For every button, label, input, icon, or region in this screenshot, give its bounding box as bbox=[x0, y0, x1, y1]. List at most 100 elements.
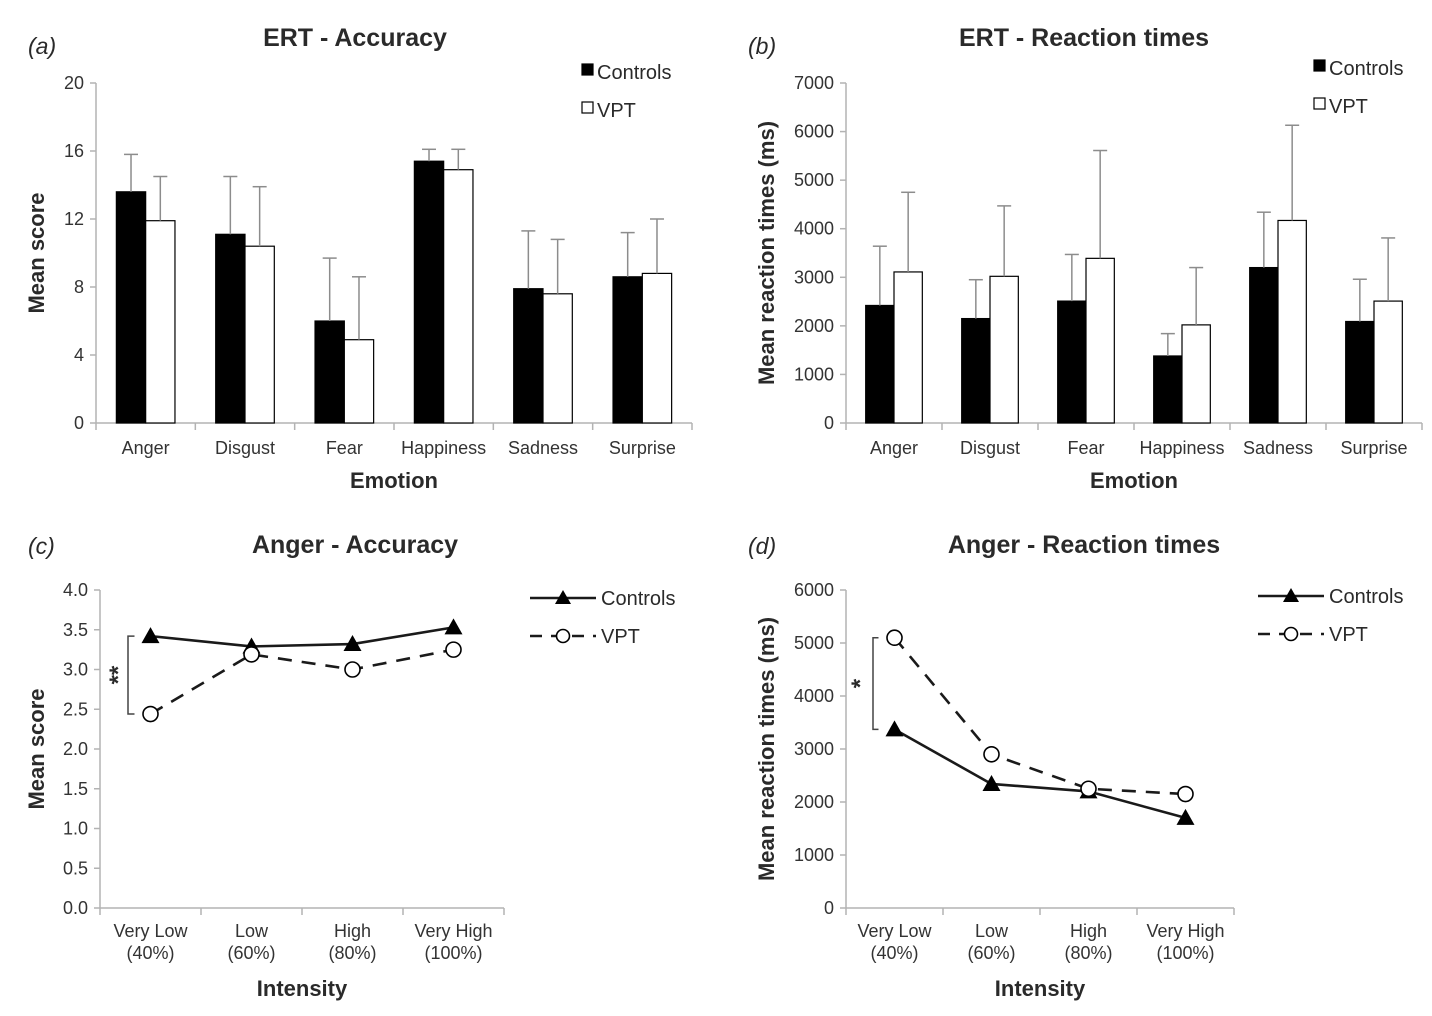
y-axis-label: Mean reaction times (ms) bbox=[754, 617, 779, 881]
chart-panel-d: (d) Anger - Reaction times 0 1000 2000 3000 40… bbox=[748, 531, 1403, 1001]
x-tick-label: Very Low bbox=[113, 921, 188, 941]
data-point-controls bbox=[343, 635, 362, 652]
bar-vpt bbox=[145, 220, 176, 424]
series-line-controls bbox=[893, 728, 1186, 820]
y-axis-label: Mean score bbox=[24, 192, 49, 313]
y-tick-label: 2.0 bbox=[63, 739, 88, 759]
chart-panel-c: (c) Anger - Accuracy 0.0 0.5 1.0 1.5 2.0 2.5 3.0… bbox=[24, 531, 675, 1001]
x-tick-label: Low bbox=[975, 921, 1009, 941]
y-tick-label: 20 bbox=[64, 73, 84, 93]
y-tick-label: 2000 bbox=[794, 316, 834, 336]
legend-label: VPT bbox=[597, 100, 636, 122]
x-tick-label: Very High bbox=[414, 921, 492, 941]
x-tick-label: (60%) bbox=[967, 943, 1015, 963]
y-tick-label: 8 bbox=[74, 277, 84, 297]
x-tick-label: Anger bbox=[122, 438, 170, 458]
bar-controls bbox=[1057, 300, 1087, 424]
data-point-controls bbox=[982, 774, 1001, 791]
panel-label: (b) bbox=[748, 33, 776, 59]
bar-controls bbox=[513, 288, 544, 424]
legend-label: VPT bbox=[1329, 624, 1368, 646]
y-tick-label: 6000 bbox=[794, 122, 834, 142]
y-tick-label: 12 bbox=[64, 209, 84, 229]
bar-vpt bbox=[1373, 300, 1403, 424]
y-tick-label: 4000 bbox=[794, 686, 834, 706]
x-tick-label: (80%) bbox=[328, 943, 376, 963]
legend-label: Controls bbox=[1329, 58, 1403, 80]
bar-controls bbox=[1345, 320, 1375, 424]
chart-title: ERT - Reaction times bbox=[959, 24, 1209, 52]
chart-panel-a: (a) ERT - Accuracy 0 4 8 12 16 20 Mean score Emot… bbox=[24, 24, 693, 493]
y-tick-label: 0 bbox=[824, 898, 834, 918]
y-tick-label: 0 bbox=[824, 413, 834, 433]
y-tick-label: 3000 bbox=[794, 267, 834, 287]
series-line-vpt bbox=[893, 636, 1186, 796]
bar-vpt bbox=[1277, 219, 1307, 424]
x-tick-label: Very Low bbox=[857, 921, 932, 941]
x-axis-label: Emotion bbox=[350, 468, 438, 493]
y-tick-label: 7000 bbox=[794, 73, 834, 93]
y-tick-label: 1000 bbox=[794, 845, 834, 865]
significance-bracket bbox=[872, 636, 879, 731]
y-tick-label: 4.0 bbox=[63, 580, 88, 600]
data-point-controls bbox=[141, 627, 160, 644]
data-point-controls bbox=[444, 618, 463, 635]
bar-vpt bbox=[1085, 257, 1115, 424]
x-tick-label: High bbox=[1070, 921, 1107, 941]
legend-marker-controls bbox=[555, 590, 571, 604]
bar-vpt bbox=[893, 271, 923, 424]
bar-controls bbox=[612, 276, 643, 424]
y-tick-label: 3.5 bbox=[63, 620, 88, 640]
x-tick-label: Fear bbox=[1067, 438, 1104, 458]
bar-controls bbox=[215, 233, 246, 424]
legend-marker-controls bbox=[1283, 588, 1299, 602]
legend-label: VPT bbox=[601, 626, 640, 648]
legend-label: VPT bbox=[1329, 96, 1368, 118]
significance-marker: ** bbox=[105, 665, 132, 684]
panel-label: (c) bbox=[28, 533, 55, 559]
legend-swatch-controls bbox=[1313, 59, 1326, 72]
y-tick-label: 6000 bbox=[794, 580, 834, 600]
data-point-vpt bbox=[344, 661, 361, 678]
x-tick-label: Disgust bbox=[215, 438, 275, 458]
y-tick-label: 0.0 bbox=[63, 898, 88, 918]
data-point-vpt bbox=[983, 745, 1000, 763]
legend-label: Controls bbox=[1329, 586, 1403, 608]
x-tick-label: Sadness bbox=[508, 438, 578, 458]
x-axis-label: Emotion bbox=[1090, 468, 1178, 493]
data-point-vpt bbox=[142, 705, 159, 723]
data-point-controls bbox=[885, 720, 904, 737]
x-tick-label: Surprise bbox=[609, 438, 676, 458]
x-tick-label: (40%) bbox=[870, 943, 918, 963]
x-tick-label: Happiness bbox=[1139, 438, 1224, 458]
significance-marker: * bbox=[847, 678, 874, 688]
legend-swatch-vpt bbox=[581, 101, 594, 114]
x-tick-label: Happiness bbox=[401, 438, 486, 458]
x-tick-label: Disgust bbox=[960, 438, 1020, 458]
x-tick-label: Fear bbox=[326, 438, 363, 458]
data-point-vpt bbox=[886, 629, 903, 647]
chart-title: Anger - Reaction times bbox=[948, 531, 1220, 559]
y-axis-label: Mean score bbox=[24, 688, 49, 809]
y-tick-label: 1000 bbox=[794, 364, 834, 384]
series-line-vpt bbox=[149, 648, 454, 716]
x-axis-label: Intensity bbox=[995, 976, 1086, 1001]
legend-label: Controls bbox=[601, 588, 675, 610]
bar-vpt bbox=[989, 275, 1019, 424]
legend-marker-vpt bbox=[1283, 626, 1299, 642]
bar-controls bbox=[1249, 266, 1279, 424]
data-point-vpt bbox=[445, 641, 462, 658]
x-tick-label: (100%) bbox=[1156, 943, 1214, 963]
bar-vpt bbox=[542, 293, 573, 424]
y-axis-label: Mean reaction times (ms) bbox=[754, 121, 779, 385]
significance-bracket bbox=[127, 635, 135, 715]
x-tick-label: Anger bbox=[870, 438, 918, 458]
y-tick-label: 0.5 bbox=[63, 858, 88, 878]
x-tick-label: (40%) bbox=[126, 943, 174, 963]
bar-vpt bbox=[244, 245, 275, 424]
y-tick-label: 16 bbox=[64, 141, 84, 161]
x-axis-label: Intensity bbox=[257, 976, 348, 1001]
series-line-controls bbox=[150, 626, 454, 648]
bar-vpt bbox=[1181, 324, 1211, 424]
